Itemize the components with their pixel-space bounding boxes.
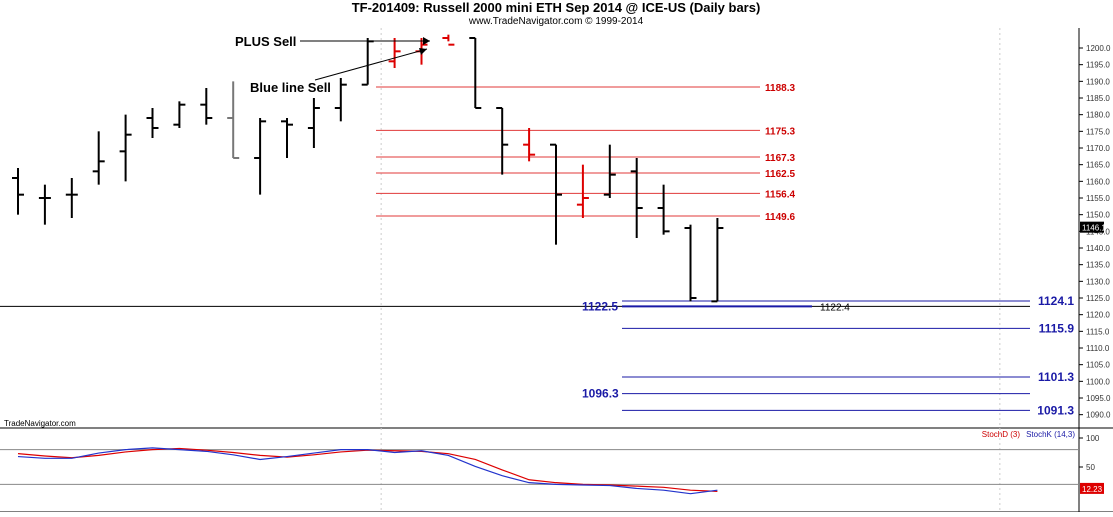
y-tick-label: 1200.0 <box>1086 44 1111 53</box>
last-price-label: 1146.1 <box>1082 224 1106 233</box>
blue-level-label: 1115.9 <box>1039 321 1075 335</box>
y-tick-label: 1105.0 <box>1086 361 1110 370</box>
annotation-blue-line-sell: Blue line Sell <box>250 80 331 95</box>
y-tick-label: 1160.0 <box>1086 177 1110 186</box>
osc-y-tick-label: 50 <box>1086 463 1095 472</box>
annotation-arrow-line <box>314 48 428 81</box>
annotation-arrowhead <box>419 48 427 55</box>
y-tick-label: 1170.0 <box>1086 144 1110 153</box>
chart-title: TF-201409: Russell 2000 mini ETH Sep 201… <box>352 0 761 15</box>
osc-last-value-label: 12.23 <box>1082 485 1103 494</box>
y-tick-label: 1180.0 <box>1086 111 1110 120</box>
blue-level-label: 1096.3 <box>582 387 619 401</box>
last-price-box <box>1080 221 1104 233</box>
y-tick-label: 1190.0 <box>1086 77 1110 86</box>
annotation-arrowhead <box>423 37 430 45</box>
y-tick-label: 1175.0 <box>1086 127 1110 136</box>
blue-level-label: 1124.1 <box>1038 294 1074 308</box>
level-label-1122-4: 1122.4 <box>820 303 850 314</box>
red-level-label: 1175.3 <box>765 126 795 137</box>
y-tick-label: 1195.0 <box>1086 61 1110 70</box>
red-level-label: 1188.3 <box>765 83 795 94</box>
legend-stochk: StochK (14,3) <box>1026 430 1075 439</box>
red-level-label: 1162.5 <box>765 169 795 180</box>
y-tick-label: 1165.0 <box>1086 161 1110 170</box>
red-level-label: 1167.3 <box>765 153 795 164</box>
y-tick-label: 1150.0 <box>1086 211 1110 220</box>
y-tick-label: 1090.0 <box>1086 411 1111 420</box>
chart-marks: 1090.0 1095.0 1100.0 1105.0 1110.0 1115.0 1120… <box>0 28 1113 517</box>
y-tick-label: 1185.0 <box>1086 94 1110 103</box>
red-level-label: 1149.6 <box>765 212 795 223</box>
osc-last-value-box <box>1080 482 1104 494</box>
watermark: TradeNavigator.com <box>4 419 76 428</box>
blue-level-label: 1101.3 <box>1038 370 1074 384</box>
y-tick-label: 1115.0 <box>1086 327 1110 336</box>
annotation-plus-sell: PLUS Sell <box>235 34 296 49</box>
y-tick-label: 1130.0 <box>1086 277 1110 286</box>
level-label-1122-5: 1122.5 <box>582 299 618 313</box>
red-level-label: 1156.4 <box>765 189 795 200</box>
blue-level-label: 1091.3 <box>1037 403 1074 417</box>
y-tick-label: 1120.0 <box>1086 311 1110 320</box>
chart-subtitle: www.TradeNavigator.com © 1999-2014 <box>468 16 644 27</box>
y-tick-label: 1135.0 <box>1086 261 1110 270</box>
y-tick-label: 1155.0 <box>1086 194 1110 203</box>
y-tick-label: 1095.0 <box>1086 394 1111 403</box>
legend-stochd: StochD (3) <box>982 430 1021 439</box>
stochk-line <box>17 447 718 495</box>
y-tick-label: 1125.0 <box>1086 294 1110 303</box>
y-tick-label: 1140.0 <box>1086 244 1110 253</box>
y-tick-label: 1100.0 <box>1086 377 1110 386</box>
osc-y-tick-label: 100 <box>1086 434 1100 443</box>
y-tick-label: 1110.0 <box>1086 344 1110 353</box>
